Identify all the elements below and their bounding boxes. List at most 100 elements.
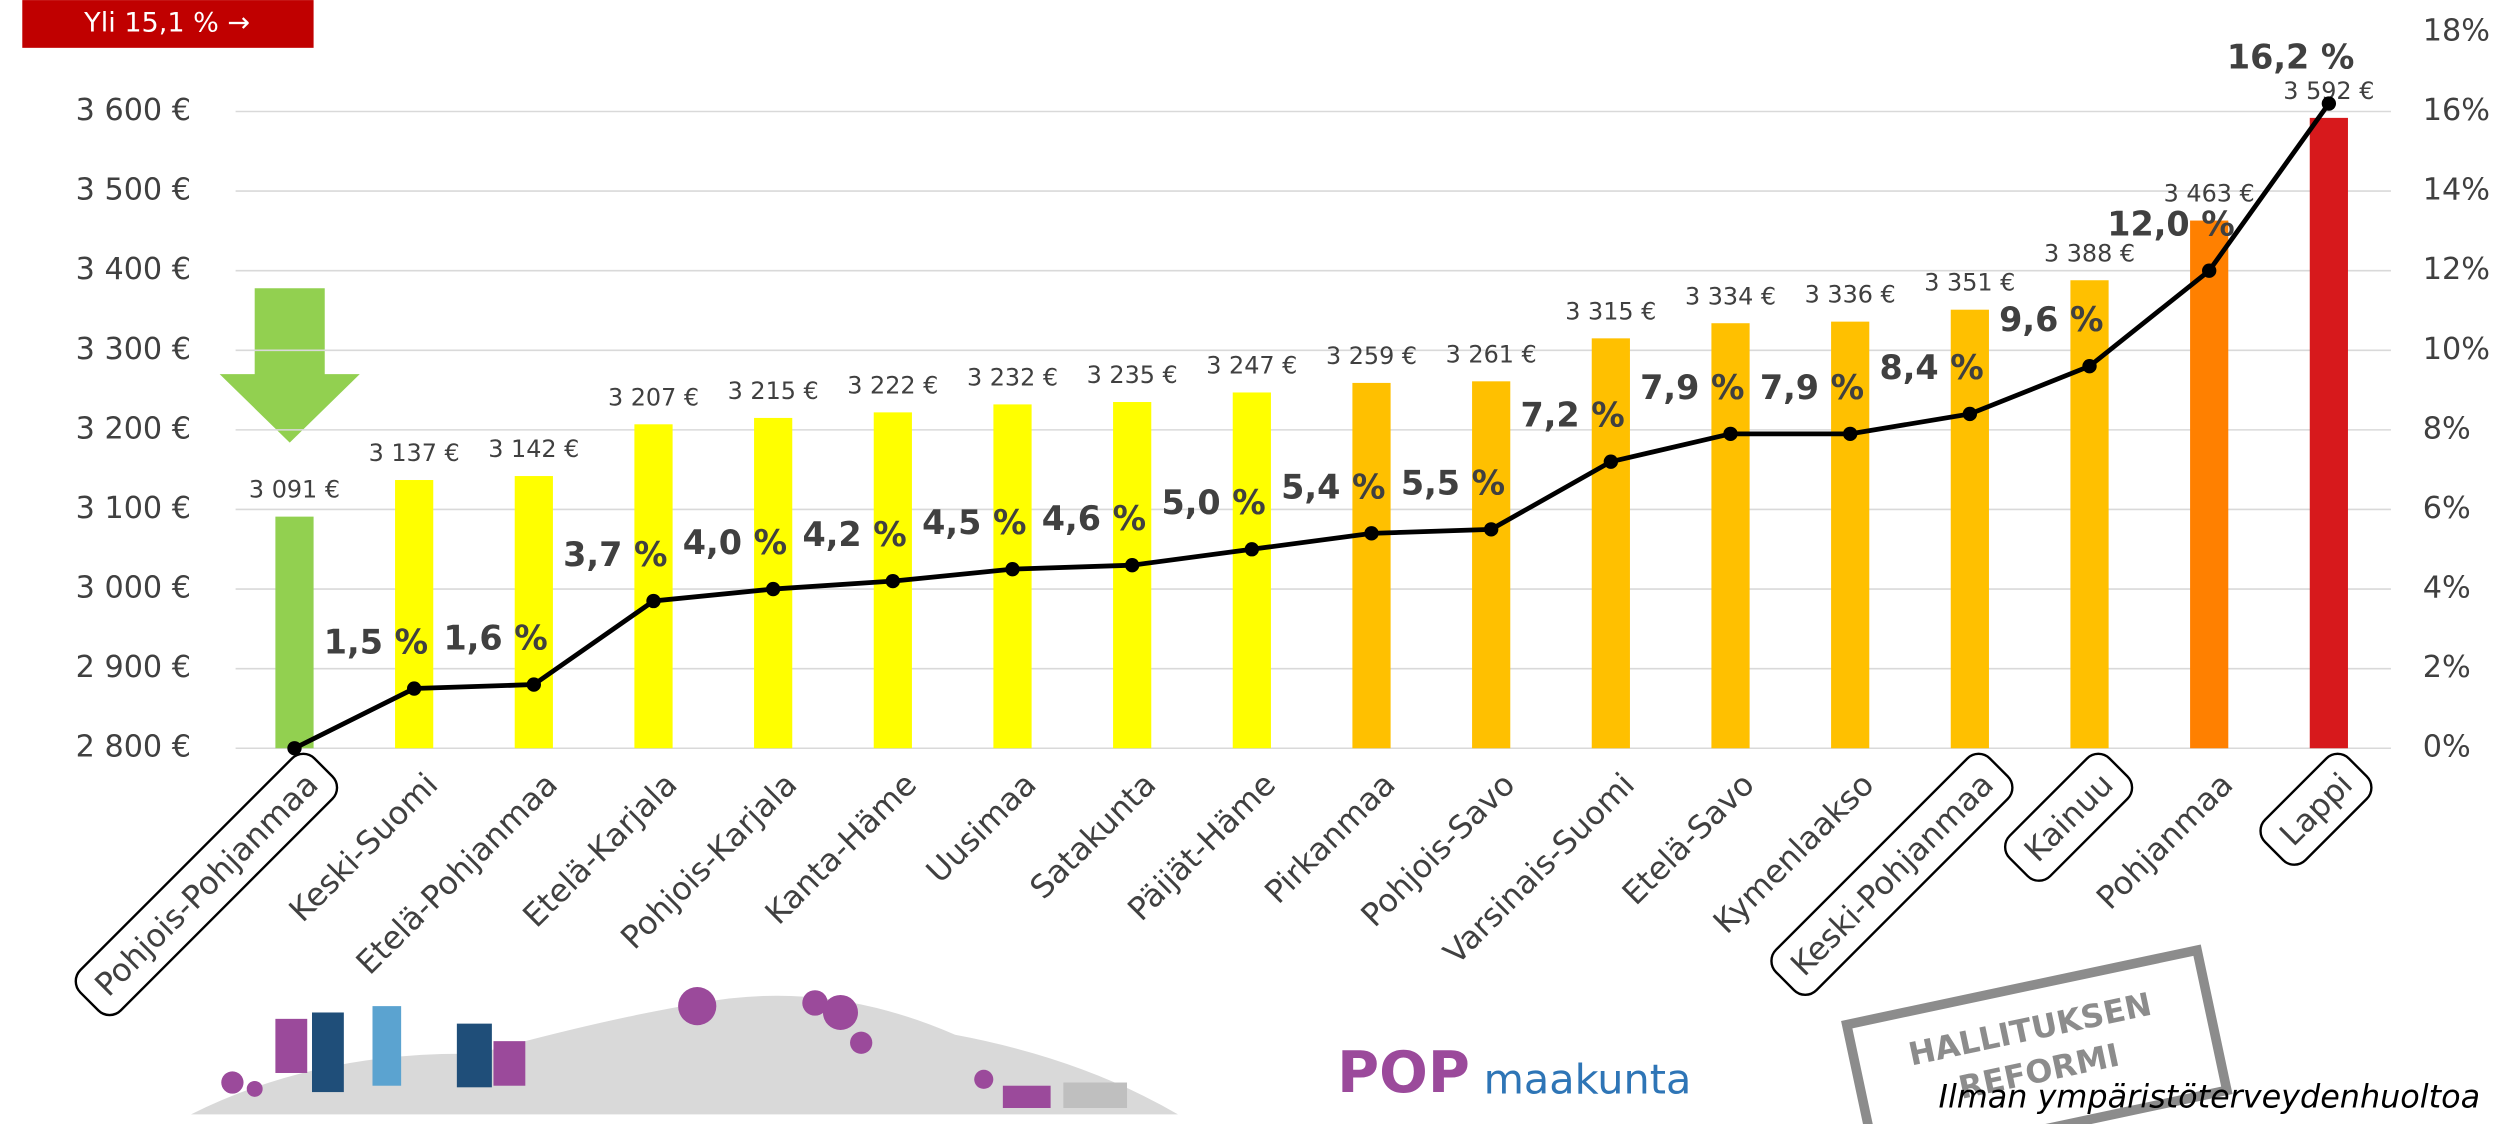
line-point bbox=[646, 594, 660, 608]
line-value-label: 5,0 % bbox=[1161, 483, 1265, 522]
x-tick-group: Lappi bbox=[2254, 747, 2378, 871]
y2-tick-label: 14% bbox=[2423, 173, 2490, 208]
arrow-icon bbox=[220, 288, 360, 442]
line-point bbox=[1125, 558, 1139, 572]
bar-value-label: 3 207 € bbox=[608, 383, 699, 411]
line-value-label: 3,7 % bbox=[563, 535, 667, 574]
line-point bbox=[2322, 96, 2336, 110]
illustration bbox=[191, 987, 1178, 1114]
x-tick-label: Keski-Pohjanmaa bbox=[1783, 765, 2001, 983]
line-point bbox=[1484, 522, 1498, 536]
bar-value-label: 3 222 € bbox=[847, 371, 938, 399]
y2-tick-label: 10% bbox=[2423, 332, 2490, 367]
y2-tick-label: 18% bbox=[2423, 13, 2490, 48]
bar-value-label: 3 334 € bbox=[1685, 282, 1776, 310]
line-value-label: 4,5 % bbox=[922, 503, 1026, 542]
line-value-label: 9,6 % bbox=[1999, 300, 2103, 339]
line-point bbox=[1364, 526, 1378, 540]
line bbox=[294, 104, 2328, 749]
line-value-label: 7,2 % bbox=[1521, 396, 1625, 435]
y-tick-label: 3 100 € bbox=[76, 491, 191, 526]
x-tick-label: Etelä-Pohjanmaa bbox=[348, 765, 565, 982]
line-value-label: 7,9 % bbox=[1760, 368, 1864, 407]
bar bbox=[275, 517, 313, 749]
bar bbox=[1113, 402, 1151, 748]
line-point bbox=[1005, 562, 1019, 576]
y-tick-label: 3 300 € bbox=[76, 332, 191, 367]
x-tick-label: Pohjois-Pohjanmaa bbox=[87, 765, 325, 1003]
line-point bbox=[527, 677, 541, 691]
y-tick-label: 2 900 € bbox=[76, 650, 191, 685]
bar bbox=[2310, 118, 2348, 748]
bar-value-label: 3 247 € bbox=[1206, 352, 1297, 380]
line-point bbox=[1723, 427, 1737, 441]
bar-value-label: 3 261 € bbox=[1446, 340, 1537, 368]
line-point bbox=[1843, 427, 1857, 441]
bar-value-label: 3 463 € bbox=[2164, 180, 2255, 208]
y2-tick-label: 16% bbox=[2423, 93, 2490, 128]
y2-tick-label: 6% bbox=[2423, 491, 2471, 526]
line-point bbox=[1245, 542, 1259, 556]
bar-value-label: 3 142 € bbox=[488, 435, 579, 463]
grid bbox=[236, 112, 2391, 749]
bar-value-label: 3 215 € bbox=[728, 377, 819, 405]
line-value-label: 7,9 % bbox=[1640, 368, 1744, 407]
y2-tick-label: 8% bbox=[2423, 411, 2471, 446]
y2-tick-label: 2% bbox=[2423, 650, 2471, 685]
line-value-label: 1,6 % bbox=[443, 618, 547, 657]
logo-maakunta: maakunta bbox=[1484, 1056, 1692, 1104]
page: Yli 15,1 % → POP maakunta HALLITUKSEN RE… bbox=[0, 0, 2496, 1128]
bar-value-label: 3 235 € bbox=[1087, 361, 1178, 389]
footnote: Ilman ympäristöterveydenhuoltoa bbox=[1939, 1077, 2481, 1115]
y-tick-label: 3 400 € bbox=[76, 252, 191, 287]
y-tick-label: 3 000 € bbox=[76, 571, 191, 606]
bar-value-label: 3 137 € bbox=[369, 439, 460, 467]
bar bbox=[2070, 280, 2108, 748]
y-tick-label: 3 200 € bbox=[76, 411, 191, 446]
bar bbox=[634, 424, 672, 748]
line-value-label: 8,4 % bbox=[1880, 348, 1984, 387]
bar-value-label: 3 315 € bbox=[1565, 297, 1656, 325]
line-value-label: 5,5 % bbox=[1401, 463, 1505, 502]
x-tick-label: Kainuu bbox=[2017, 765, 2121, 869]
line-point bbox=[1963, 407, 1977, 421]
x-tick-label: Uusimaa bbox=[919, 765, 1044, 890]
bar bbox=[1472, 381, 1510, 748]
y-tick-label: 3 500 € bbox=[76, 173, 191, 208]
line-value-label: 4,2 % bbox=[802, 515, 906, 554]
y2-tick-label: 0% bbox=[2423, 730, 2471, 765]
logo-pop: POP bbox=[1337, 1039, 1470, 1106]
bar-value-label: 3 351 € bbox=[1924, 269, 2015, 297]
y2-tick-label: 12% bbox=[2423, 252, 2490, 287]
line-value-label: 4,0 % bbox=[683, 523, 787, 562]
bar bbox=[2190, 221, 2228, 749]
line-point bbox=[766, 582, 780, 596]
x-tick-group: Keski-Pohjanmaa bbox=[1765, 747, 2019, 1001]
x-tick-group: Uusimaa bbox=[919, 765, 1044, 890]
line-point bbox=[1604, 455, 1618, 469]
bar-value-label: 3 336 € bbox=[1805, 281, 1896, 309]
bar-value-label: 3 232 € bbox=[967, 363, 1058, 391]
y-tick-label: 3 600 € bbox=[76, 93, 191, 128]
y2-tick-label: 4% bbox=[2423, 571, 2471, 606]
line-point bbox=[2082, 359, 2096, 373]
line-point bbox=[407, 681, 421, 695]
line-point bbox=[886, 574, 900, 588]
line-value-label: 12,0 % bbox=[2107, 205, 2235, 244]
bar bbox=[1352, 383, 1390, 748]
banner-text: Yli 15,1 % → bbox=[83, 7, 250, 38]
line-point bbox=[2202, 264, 2216, 278]
y-tick-label: 2 800 € bbox=[76, 730, 191, 765]
line-value-label: 5,4 % bbox=[1281, 467, 1385, 506]
line-value-label: 1,5 % bbox=[324, 622, 428, 661]
bar bbox=[395, 480, 433, 748]
x-tick-label: Lappi bbox=[2272, 765, 2360, 853]
bar-value-label: 3 259 € bbox=[1326, 342, 1417, 370]
line-value-label: 16,2 % bbox=[2227, 37, 2355, 76]
chart: Yli 15,1 % → POP maakunta HALLITUKSEN RE… bbox=[0, 0, 2496, 1124]
bar bbox=[515, 476, 553, 748]
bar-value-label: 3 091 € bbox=[249, 476, 340, 504]
line-value-label: 4,6 % bbox=[1042, 499, 1146, 538]
bar bbox=[1233, 392, 1271, 748]
x-tick-group: Etelä-Pohjanmaa bbox=[348, 765, 565, 982]
